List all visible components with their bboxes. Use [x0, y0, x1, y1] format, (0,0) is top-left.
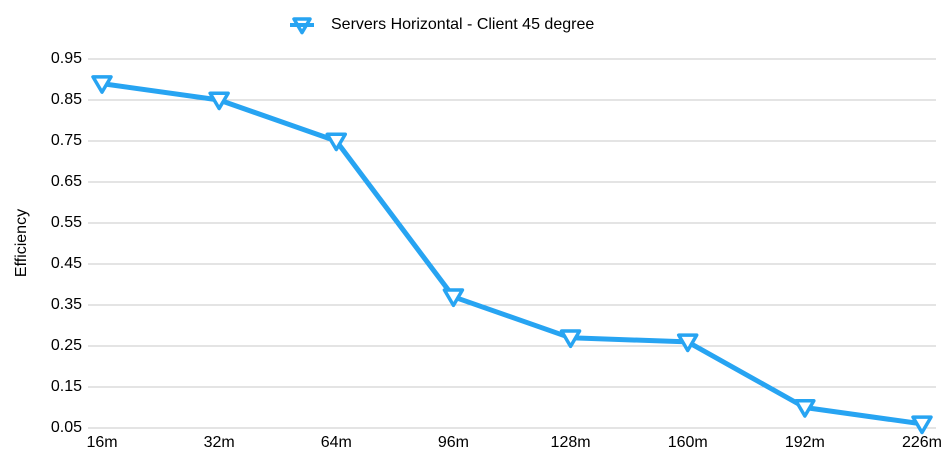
marker	[794, 399, 816, 418]
y-tick-label: 0.55	[51, 214, 82, 231]
y-tick-label: 0.65	[51, 173, 82, 190]
x-tick-label: 192m	[785, 434, 825, 451]
y-tick-label: 0.05	[51, 419, 82, 436]
marker	[911, 415, 933, 435]
marker	[676, 333, 699, 353]
y-tick-label: 0.85	[51, 91, 82, 108]
x-tick-label: 32m	[204, 434, 235, 451]
y-tick-label: 0.75	[51, 132, 82, 149]
x-tick-label: 16m	[86, 434, 117, 451]
series-line	[101, 81, 923, 427]
y-axis-label: Efficiency	[13, 209, 30, 277]
y-tick-label: 0.35	[51, 296, 82, 313]
y-tick-label: 0.15	[51, 378, 82, 395]
marker	[559, 329, 582, 349]
legend-label: Servers Horizontal - Client 45 degree	[331, 16, 594, 33]
marker	[325, 132, 348, 152]
x-tick-label: 64m	[321, 434, 352, 451]
x-tick-label: 128m	[551, 434, 591, 451]
marker	[208, 91, 230, 111]
x-tick-label: 96m	[438, 434, 469, 451]
y-tick-label: 0.95	[51, 50, 82, 67]
x-tick-label: 160m	[668, 434, 708, 451]
marker	[91, 75, 113, 94]
y-tick-label: 0.25	[51, 337, 82, 354]
y-tick-label: 0.45	[51, 255, 82, 272]
x-tick-label: 226m	[902, 434, 942, 451]
marker	[442, 288, 465, 308]
